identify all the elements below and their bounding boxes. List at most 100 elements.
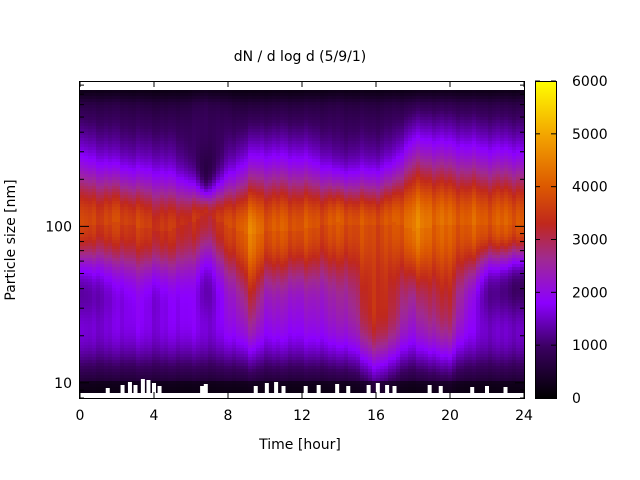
heatmap-cell (168, 381, 173, 385)
heatmap-cell (208, 291, 213, 295)
heatmap-cell (84, 93, 89, 97)
heatmap-cell (116, 219, 121, 223)
heatmap-cell (212, 261, 217, 265)
heatmap-cell (120, 219, 125, 223)
heatmap-cell (184, 312, 189, 316)
heatmap-cell (80, 141, 85, 145)
heatmap-cell (208, 111, 213, 115)
heatmap-cell (224, 291, 229, 295)
heatmap-cell (128, 162, 133, 166)
heatmap-cell (80, 234, 85, 238)
heatmap-cell (144, 303, 149, 307)
heatmap-cell (164, 276, 169, 280)
heatmap-cell (248, 150, 253, 154)
heatmap-cell (156, 291, 161, 295)
heatmap-cell (104, 180, 109, 184)
heatmap-cell (236, 345, 241, 349)
heatmap-cell (100, 252, 105, 256)
heatmap-cell (252, 348, 257, 352)
heatmap-cell (228, 168, 233, 172)
heatmap-cell (252, 231, 257, 235)
heatmap-cell (240, 132, 245, 136)
heatmap-cell (220, 372, 225, 376)
heatmap-cell (84, 228, 89, 232)
heatmap-cell (220, 111, 225, 115)
heatmap-cell (240, 345, 245, 349)
heatmap-cell (184, 108, 189, 112)
heatmap-cell (112, 93, 117, 97)
heatmap-cell (268, 117, 273, 121)
heatmap-cell (172, 90, 177, 94)
heatmap-cell (100, 246, 105, 250)
heatmap-cell (204, 339, 209, 343)
heatmap-cell (144, 393, 149, 397)
heatmap-cell (188, 303, 193, 307)
heatmap-cell (224, 330, 229, 334)
heatmap-cell (212, 336, 217, 340)
heatmap-cell (260, 288, 265, 292)
heatmap-cell (152, 123, 157, 127)
heatmap-cell (148, 342, 153, 346)
heatmap-cell (208, 234, 213, 238)
heatmap-cell (144, 195, 149, 199)
heatmap-cell (92, 123, 97, 127)
heatmap-cell (236, 390, 241, 394)
heatmap-cell (176, 150, 181, 154)
heatmap-cell (188, 138, 193, 142)
heatmap-cell (244, 90, 249, 94)
heatmap-cell (80, 255, 85, 259)
heatmap-cell (212, 219, 217, 223)
heatmap-cell (200, 198, 205, 202)
heatmap-cell (96, 342, 101, 346)
heatmap-cell (256, 354, 261, 358)
heatmap-cell (260, 381, 265, 385)
heatmap-cell (124, 300, 129, 304)
heatmap-cell (204, 276, 209, 280)
heatmap-cell (92, 135, 97, 139)
heatmap-cell (180, 336, 185, 340)
heatmap-cell (264, 129, 269, 133)
heatmap-cell (212, 183, 217, 187)
heatmap-cell (88, 318, 93, 322)
heatmap-cell (116, 270, 121, 274)
heatmap-cell (264, 255, 269, 259)
heatmap-cell (92, 141, 97, 145)
heatmap-cell (88, 315, 93, 319)
heatmap-cell (220, 120, 225, 124)
heatmap-cell (128, 174, 133, 178)
heatmap-cell (204, 303, 209, 307)
heatmap-cell (112, 318, 117, 322)
heatmap-cell (168, 375, 173, 379)
heatmap-cell (184, 243, 189, 247)
heatmap-cell (248, 183, 253, 187)
heatmap-cell (216, 222, 221, 226)
heatmap-cell (264, 138, 269, 142)
heatmap-cell (96, 150, 101, 154)
heatmap-cell (224, 297, 229, 301)
heatmap-cell (180, 150, 185, 154)
heatmap-cell (124, 87, 129, 91)
heatmap-cell (160, 177, 165, 181)
heatmap-cell (256, 120, 261, 124)
heatmap-cell (264, 201, 269, 205)
heatmap-cell (244, 228, 249, 232)
heatmap-cell (252, 192, 257, 196)
heatmap-cell (260, 360, 265, 364)
heatmap-cell (112, 225, 117, 229)
heatmap-cell (144, 243, 149, 247)
heatmap-cell (92, 153, 97, 157)
heatmap-cell (216, 186, 221, 190)
heatmap-cell (176, 207, 181, 211)
heatmap-cell (248, 261, 253, 265)
heatmap-cell (256, 261, 261, 265)
heatmap-cell (96, 225, 101, 229)
heatmap-cell (132, 183, 137, 187)
heatmap-cell (128, 129, 133, 133)
heatmap-cell (132, 282, 137, 286)
heatmap-cell (100, 288, 105, 292)
heatmap-cell (212, 189, 217, 193)
heatmap-cell (200, 87, 205, 91)
heatmap-cell (92, 126, 97, 130)
heatmap-cell (236, 276, 241, 280)
heatmap-cell (216, 339, 221, 343)
